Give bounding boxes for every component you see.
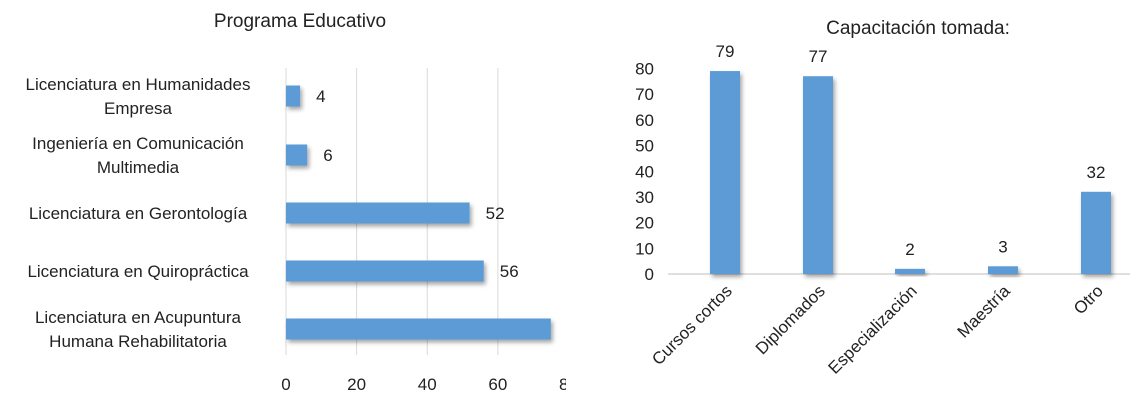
category-label: Cursos cortos (648, 281, 736, 369)
y-tick-label: 0 (645, 265, 654, 284)
y-tick-label: 80 (635, 60, 654, 79)
data-label: 77 (809, 47, 828, 66)
y-tick-label: 30 (635, 188, 654, 207)
data-label: 79 (716, 42, 735, 61)
category-label: Ingeniería en Comunicación Multimedia (32, 134, 244, 177)
x-tick-label: 60 (488, 375, 507, 394)
bar (286, 318, 551, 340)
category-label: Licenciatura en Quiropráctica (27, 262, 249, 281)
category-label: Diplomados (752, 281, 829, 358)
category-label: Licenciatura en Humanidades Empresa (26, 75, 251, 118)
x-tick-label: 20 (347, 375, 366, 394)
chart-programa-educativo: Programa Educativo 46525675 Licenciatura… (26, 11, 566, 394)
y-tick-label: 60 (635, 111, 654, 130)
category-label: Licenciatura en Acupuntura Humana Rehabil… (35, 308, 242, 351)
bar (988, 266, 1018, 274)
bar (895, 268, 925, 274)
bar (803, 76, 833, 274)
bar (286, 260, 484, 282)
bar (286, 202, 470, 224)
chart-capacitacion-tomada: Capacitación tomada: 79 77 2 3 32 0 10 20 30 40 5… (635, 18, 1130, 378)
category-label: Licenciatura en Gerontología (29, 204, 248, 223)
data-label: 52 (486, 204, 505, 223)
category-label: Maestría (954, 281, 1015, 342)
y-tick-label: 20 (635, 214, 654, 233)
x-tick-label: 40 (418, 375, 437, 394)
y-tick-label: 10 (635, 239, 654, 258)
data-label: 4 (316, 87, 325, 106)
x-tick-label: 0 (281, 375, 290, 394)
data-label: 6 (323, 146, 332, 165)
bar (710, 71, 740, 274)
y-tick-label: 50 (635, 137, 654, 156)
bar (286, 144, 308, 166)
x-tick-label: 80 (559, 375, 566, 394)
data-label: 56 (500, 262, 519, 281)
y-tick-label: 70 (635, 85, 654, 104)
bar (286, 85, 301, 107)
data-label: 3 (998, 237, 1007, 256)
chart-title: Programa Educativo (214, 11, 386, 32)
chart-title: Capacitación tomada: (826, 18, 1010, 39)
category-label: Otro (1070, 281, 1107, 318)
bar (1081, 191, 1111, 274)
data-label: 32 (1087, 163, 1106, 182)
y-tick-label: 40 (635, 162, 654, 181)
category-label: Especialización (825, 281, 921, 377)
data-label: 2 (905, 240, 914, 259)
